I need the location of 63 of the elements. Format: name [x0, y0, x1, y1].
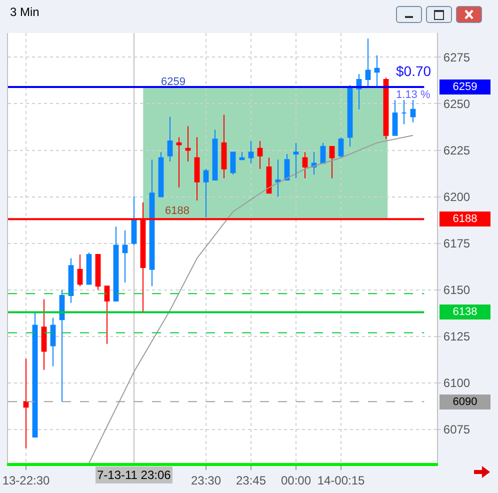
candlestick	[239, 152, 245, 160]
candlestick	[167, 116, 173, 162]
candlestick	[410, 100, 416, 123]
candlestick	[32, 312, 38, 438]
ref-line-label: 6259	[161, 76, 186, 88]
candlestick	[176, 136, 182, 188]
candlestick	[203, 168, 209, 218]
candlestick	[338, 136, 344, 158]
candlestick	[266, 157, 272, 194]
candlestick	[365, 38, 371, 88]
y-tick-label: 6125	[443, 330, 470, 344]
candlestick	[329, 146, 335, 179]
annotation: 1.13 %	[396, 89, 430, 101]
y-tick-label: 6200	[443, 190, 470, 204]
y-tick-label: 6150	[443, 283, 470, 298]
candlestick	[23, 358, 29, 449]
candlestick	[104, 286, 110, 344]
candlestick	[275, 159, 281, 198]
y-tick-label: 6250	[443, 96, 470, 111]
candlestick	[122, 230, 128, 283]
candlestick	[221, 114, 227, 179]
y-tick-label: 6100	[443, 376, 470, 390]
ref-line-label: 7-13-11 23:06	[97, 468, 172, 482]
chart-title: 3 Min	[10, 4, 40, 19]
y-tick-label: 6275	[443, 50, 470, 64]
x-tick-label: 23:45	[236, 473, 266, 488]
candlestick	[230, 152, 236, 175]
y-tick-label: 6075	[443, 422, 470, 437]
candlestick	[383, 77, 389, 140]
candlestick	[68, 258, 74, 304]
candlestick	[302, 152, 308, 179]
candlestick	[392, 100, 398, 136]
candlestick	[86, 252, 92, 285]
x-tick-label: 14-00:15	[317, 473, 366, 488]
candlestick	[347, 84, 353, 148]
candlestick	[185, 126, 191, 162]
candlestick	[149, 159, 155, 287]
x-tick-label: 00:00	[280, 473, 312, 488]
candlestick	[257, 140, 263, 170]
x-tick-label: 23:30	[190, 473, 222, 488]
candlestick	[41, 298, 47, 370]
candlestick	[374, 54, 380, 88]
annotation: $0.70	[396, 63, 432, 79]
candlestick	[95, 254, 101, 290]
candlestick	[248, 140, 254, 164]
text: 6259	[452, 81, 478, 93]
candlestick	[293, 142, 299, 179]
candlestick	[401, 100, 407, 125]
text: 6188	[452, 213, 478, 225]
x-tick-label: 13-22:30	[2, 473, 50, 488]
y-tick-label: 6225	[443, 143, 470, 158]
ref-line-label: 6090	[452, 396, 478, 408]
candlestick	[131, 196, 137, 246]
candlestick	[50, 317, 56, 367]
candlestick	[194, 136, 200, 202]
ref-line-label: 6188	[165, 205, 190, 217]
y-tick-label: 6175	[443, 236, 470, 251]
candlestick	[158, 152, 164, 198]
ref-line-label: 6138	[452, 306, 478, 318]
candlestick	[113, 226, 119, 302]
candlestick	[59, 289, 65, 402]
candlestick	[77, 254, 83, 287]
candlestick	[212, 129, 218, 181]
